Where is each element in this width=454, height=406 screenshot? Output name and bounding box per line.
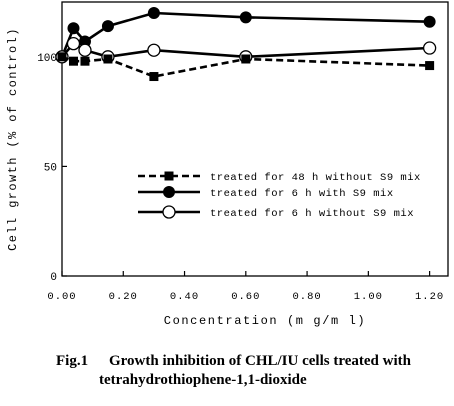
data-point [68,56,78,66]
legend-marker [163,186,175,198]
y-tick-label: 100 [37,53,57,65]
x-tick-label: 0.20 [109,291,138,303]
data-point [149,72,159,82]
data-point [422,41,437,55]
chart-legend: treated for 48 h without S9 mix treated f… [138,171,421,220]
data-point [80,56,90,66]
plot-frame [61,1,449,277]
legend-marker [164,171,174,181]
y-tick-label: 0 [50,272,57,284]
data-point [66,36,81,51]
legend-entry: treated for 6 h with S9 mix [138,186,394,200]
data-point [67,22,80,35]
y-axis-title: Cell growth (% of control) [6,27,20,251]
legend-entry: treated for 6 h without S9 mix [138,205,414,220]
y-tick-label: 50 [44,162,57,174]
figure-number: Fig.1 [56,353,89,369]
x-axis-title: Concentration (m g/m l) [164,314,366,328]
data-point [101,20,114,33]
legend-label: treated for 6 h with S9 mix [210,188,394,200]
x-tick-label: 1.00 [354,291,383,303]
legend-label: treated for 48 h without S9 mix [210,172,421,184]
series-filled-circle [56,6,436,63]
caption-line-1: Growth inhibition of CHL/IU cells treate… [109,353,411,369]
series-square [57,52,435,82]
data-point [147,6,160,19]
legend-marker [162,205,176,219]
data-point [423,15,436,28]
x-tick-label: 0.40 [170,291,199,303]
data-point [147,43,161,57]
data-point [103,54,113,64]
data-point [239,11,252,24]
x-tick-label: 1.20 [415,291,444,303]
figure-caption: Fig.1 Growth inhibition of CHL/IU cells t… [56,352,452,390]
data-point [241,54,251,64]
legend-entry: treated for 48 h without S9 mix [138,171,421,184]
x-tick-label: 0.80 [292,291,321,303]
data-point [425,61,435,71]
legend-label: treated for 6 h without S9 mix [210,208,414,220]
x-tick-label: 0.60 [231,291,260,303]
data-point [78,43,92,57]
chart-series-group [55,6,437,82]
x-tick-label: 0.00 [47,291,76,303]
data-point [57,52,67,62]
chart-axes: 0 50 100 0.00 0.20 0.40 0.60 0.80 1.00 1.20 Concen… [6,1,449,328]
caption-line-2: tetrahydrothiophene-1,1-dioxide [99,372,307,388]
